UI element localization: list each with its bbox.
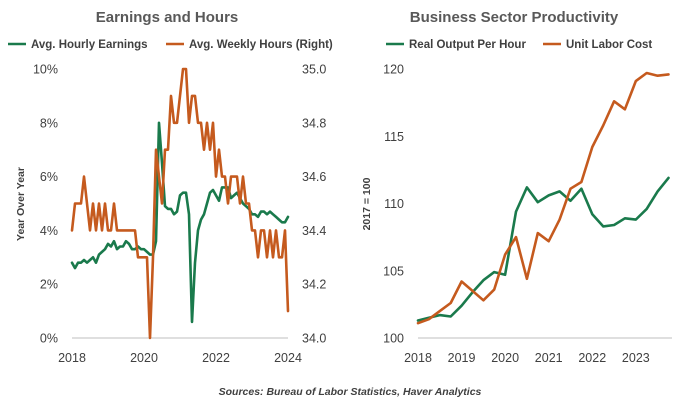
left-y-tick-label: 8% (40, 116, 58, 130)
right-x-tick-label: 2019 (448, 351, 476, 365)
source-note: Sources: Bureau of Labor Statistics, Hav… (219, 386, 482, 398)
left-legend-label-0: Avg. Hourly Earnings (31, 39, 148, 51)
left-legend-label-1: Avg. Weekly Hours (Right) (189, 39, 333, 51)
left-right-y-tick-label: 34.0 (302, 332, 326, 346)
left-y-tick-label: 0% (40, 332, 58, 346)
right-y-tick-labels: 100 105 110 115 120 (383, 63, 404, 346)
right-legend-label-1: Unit Labor Cost (566, 39, 652, 51)
left-x-tick-label: 2022 (202, 351, 230, 365)
left-right-y-tick-label: 35.0 (302, 63, 326, 77)
left-series-group (70, 67, 290, 340)
right-x-tick-label: 2021 (535, 351, 563, 365)
right-x-tick-label: 2022 (578, 351, 606, 365)
right-x-tick-label: 2020 (491, 351, 519, 365)
left-right-y-tick-label: 34.8 (302, 116, 326, 130)
right-y-tick-label: 120 (383, 63, 404, 77)
right-series-line-0 (416, 176, 670, 322)
left-right-y-tick-label: 34.4 (302, 224, 326, 238)
right-x-tick-label: 2023 (622, 351, 650, 365)
left-y-tick-label: 6% (40, 170, 58, 184)
right-y-tick-label: 110 (384, 197, 404, 211)
left-right-y-tick-label: 34.2 (302, 278, 326, 292)
right-y-tick-label: 115 (384, 130, 404, 144)
left-x-tick-label: 2018 (58, 351, 86, 365)
right-x-tick-label: 2018 (404, 351, 432, 365)
right-series-line-1 (416, 71, 670, 325)
left-chart-title: Earnings and Hours (96, 9, 239, 26)
right-y-axis-title: 2017 = 100 (361, 177, 373, 230)
left-right-y-tick-label: 34.6 (302, 170, 326, 184)
left-series-line-1 (70, 67, 290, 340)
left-y-tick-label: 4% (40, 224, 58, 238)
left-series-line-0 (70, 121, 290, 324)
right-y-tick-label: 105 (383, 264, 404, 278)
left-right-tick-labels: 34.0 34.2 34.4 34.6 34.8 35.0 (302, 63, 326, 346)
right-x-tick-labels: 2018 2019 2020 2021 2022 2023 (404, 351, 650, 365)
right-legend-label-0: Real Output Per Hour (409, 39, 526, 51)
left-y-tick-label: 2% (40, 278, 58, 292)
left-x-tick-label: 2020 (130, 351, 158, 365)
right-y-tick-label: 100 (383, 332, 404, 346)
left-y-tick-label: 10% (33, 63, 58, 77)
left-x-tick-labels: 2018 2020 2022 2024 (58, 351, 302, 365)
right-chart-title: Business Sector Productivity (410, 9, 619, 26)
left-x-tick-label: 2024 (274, 351, 302, 365)
left-y-tick-labels: 0% 2% 4% 6% 8% 10% (33, 63, 58, 346)
left-y-axis-title: Year Over Year (15, 167, 27, 241)
right-series-group (416, 71, 670, 325)
